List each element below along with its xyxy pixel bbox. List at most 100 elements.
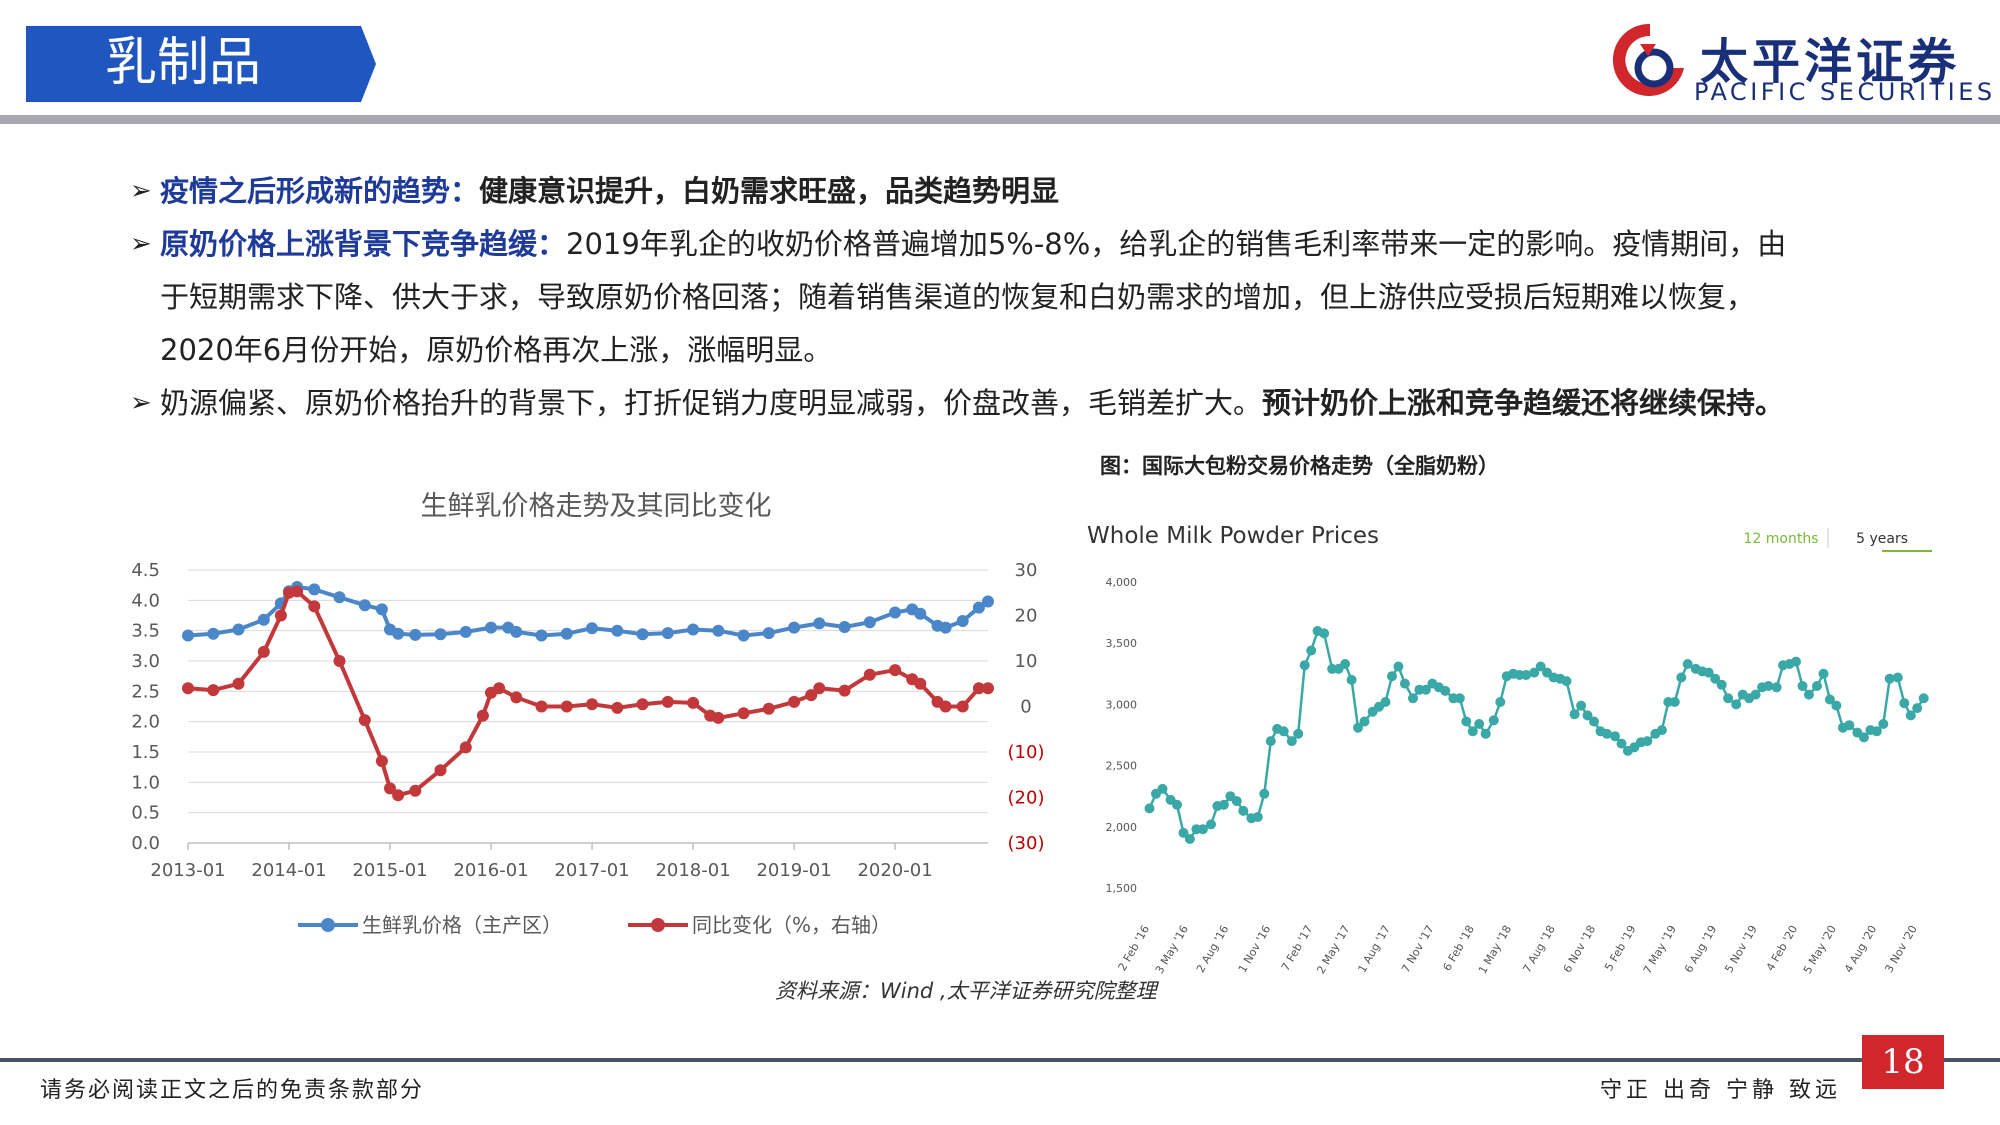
- data-point: [1184, 834, 1195, 844]
- data-point: [1454, 693, 1465, 704]
- data-point: [863, 668, 876, 681]
- toggle-option-5-years: 5 years: [1856, 531, 1908, 547]
- data-point: [1803, 689, 1814, 700]
- data-point: [333, 655, 346, 667]
- y-left-tick-label: 0.0: [131, 833, 160, 854]
- data-point: [535, 629, 548, 642]
- section-title: 乳制品: [105, 33, 262, 93]
- data-point: [308, 583, 321, 596]
- data-point: [1682, 659, 1693, 669]
- bullet-heading: 原奶价格上涨背景下竞争趋缓：: [160, 227, 567, 261]
- data-point: [661, 627, 674, 640]
- data-point: [1480, 728, 1491, 739]
- data-point: [1831, 700, 1842, 711]
- data-point: [182, 682, 194, 695]
- data-point: [358, 599, 371, 612]
- y-right-tick-label: (30): [1008, 833, 1045, 854]
- data-point: [1899, 698, 1910, 709]
- data-point: [459, 741, 472, 754]
- data-point: [493, 682, 506, 695]
- data-point: [1387, 671, 1397, 682]
- bullet-text: 奶源偏紧、原奶价格抬升的背景下，打折促销力度明显减弱，价盘改善，毛销差扩大。: [160, 386, 1263, 420]
- data-point: [1905, 710, 1916, 721]
- x-tick-label: 4 Aug '20: [1842, 923, 1880, 975]
- data-point: [813, 682, 826, 695]
- y-right-tick-label: 10: [1015, 651, 1038, 672]
- data-point: [712, 711, 725, 724]
- data-point: [1353, 722, 1363, 733]
- data-point: [1731, 699, 1742, 710]
- x-tick-label: 2014-01: [251, 860, 326, 881]
- x-tick-label: 2017-01: [554, 860, 629, 881]
- data-point: [1172, 799, 1182, 810]
- logo-text-cn: 太平洋证券: [1700, 34, 1961, 90]
- data-point: [956, 700, 969, 713]
- data-point: [762, 627, 775, 640]
- data-point: [1467, 726, 1478, 737]
- data-point: [1393, 661, 1404, 672]
- data-point: [1306, 645, 1317, 656]
- data-point: [1286, 736, 1297, 747]
- data-point: [1912, 703, 1923, 714]
- x-tick-label: 2 Feb '16: [1116, 923, 1153, 973]
- data-point: [1197, 824, 1208, 835]
- arrow-bullet-icon: ➢: [130, 229, 152, 259]
- section-title-banner: [26, 26, 376, 102]
- disclaimer-note: 请务必阅读正文之后的免责条款部分: [40, 1078, 425, 1103]
- y-right-tick-label: (20): [1008, 788, 1045, 809]
- data-point: [636, 698, 649, 711]
- arrow-bullet-icon: ➢: [130, 388, 152, 418]
- bullet-text: 2019年乳企的收奶价格普遍增加5%-8%，给乳企的销售毛利率带来一定的影响。疫…: [566, 227, 1787, 261]
- data-point: [1601, 728, 1612, 739]
- legend-swatch-marker: [651, 918, 665, 932]
- data-point: [1495, 697, 1506, 707]
- data-point: [805, 689, 818, 702]
- data-point: [1582, 710, 1593, 721]
- data-point: [1616, 738, 1627, 749]
- y-tick-label: 2,500: [1106, 760, 1138, 773]
- data-point: [1218, 799, 1229, 810]
- legend-label: 生鲜乳价格（主产区）: [362, 913, 562, 937]
- data-point: [392, 627, 405, 640]
- data-point: [889, 664, 902, 677]
- logo-text-en: PACIFIC SECURITIES: [1694, 78, 1996, 106]
- y-right-tick-label: 30: [1015, 560, 1038, 581]
- data-point: [384, 782, 396, 795]
- x-tick-label: 5 May '20: [1801, 923, 1839, 976]
- header-divider: [0, 115, 2000, 124]
- x-tick-label: 2015-01: [352, 860, 427, 881]
- data-point: [1750, 689, 1761, 700]
- y-left-tick-label: 2.0: [131, 712, 160, 733]
- data-point: [1723, 693, 1734, 704]
- legend-label: 同比变化（%，右轴）: [692, 913, 891, 937]
- data-point: [1340, 659, 1351, 669]
- data-point: [1763, 681, 1774, 691]
- data-point: [1265, 736, 1276, 747]
- data-point: [982, 595, 994, 608]
- data-point: [611, 624, 624, 637]
- bullet-item: ➢ 奶源偏紧、原奶价格抬升的背景下，打折促销力度明显减弱，价盘改善，毛销差扩大。…: [130, 377, 1890, 430]
- data-point: [1420, 684, 1431, 695]
- data-point: [459, 625, 472, 638]
- x-tick-label: 2 May '17: [1314, 923, 1352, 976]
- x-tick-label: 7 May '19: [1641, 923, 1679, 976]
- bullet-continuation: 于短期需求下降、供大于求，导致原奶价格回落；随着销售渠道的恢复和白奶需求的增加，…: [160, 280, 1756, 314]
- data-point: [1771, 682, 1782, 693]
- data-point: [1918, 693, 1929, 704]
- data-point: [207, 684, 220, 697]
- data-point: [485, 621, 497, 634]
- data-point: [1521, 670, 1532, 680]
- data-point: [863, 616, 876, 629]
- data-point: [1884, 673, 1895, 684]
- y-tick-label: 1,500: [1106, 882, 1138, 895]
- y-left-tick-label: 0.5: [131, 803, 160, 824]
- data-point: [586, 698, 598, 711]
- chart-title: Whole Milk Powder Prices: [1087, 523, 1379, 549]
- x-tick-label: 5 Nov '19: [1722, 923, 1760, 975]
- data-point: [1535, 661, 1546, 672]
- data-point: [737, 707, 750, 720]
- data-point: [1569, 709, 1580, 720]
- source-note: 资料来源：Wind ,太平洋证券研究院整理: [775, 979, 1157, 1003]
- company-motto: 守正 出奇 宁静 致远: [1600, 1078, 1841, 1103]
- data-point: [434, 764, 447, 777]
